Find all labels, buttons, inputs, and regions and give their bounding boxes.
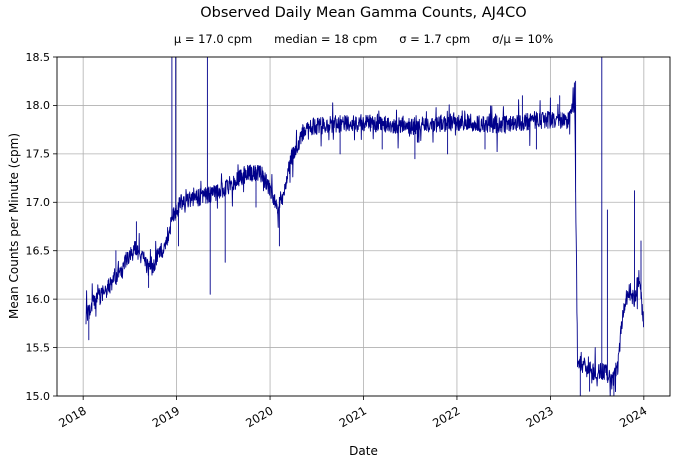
y-tick-label: 18.0 bbox=[26, 99, 51, 112]
y-tick-label: 17.5 bbox=[26, 148, 51, 161]
plot-border bbox=[56, 56, 671, 397]
x-tick-label: 2022 bbox=[430, 403, 462, 430]
x-tick-label: 2020 bbox=[243, 403, 275, 430]
data-line bbox=[85, 57, 644, 396]
x-tick-label: 2024 bbox=[617, 403, 649, 430]
y-tick-label: 16.0 bbox=[26, 293, 51, 306]
y-tick-label: 15.5 bbox=[26, 341, 51, 354]
chart-title: Observed Daily Mean Gamma Counts, AJ4CO bbox=[200, 5, 527, 21]
x-tick-label: 2018 bbox=[56, 403, 88, 430]
y-tick-label: 18.5 bbox=[26, 51, 51, 64]
chart-stats-line: μ = 17.0 cpm median = 18 cpm σ = 1.7 cpm… bbox=[173, 32, 554, 46]
y-tick-label: 15.0 bbox=[26, 390, 51, 403]
x-tick-label: 2023 bbox=[524, 403, 556, 430]
y-tick-label: 17.0 bbox=[26, 196, 51, 209]
x-axis-label: Date bbox=[349, 444, 378, 458]
x-tick-label: 2019 bbox=[150, 403, 182, 430]
y-axis-label: Mean Counts per Minute (cpm) bbox=[7, 132, 21, 320]
x-tick-label: 2021 bbox=[337, 403, 369, 430]
y-tick-label: 16.5 bbox=[26, 245, 51, 258]
